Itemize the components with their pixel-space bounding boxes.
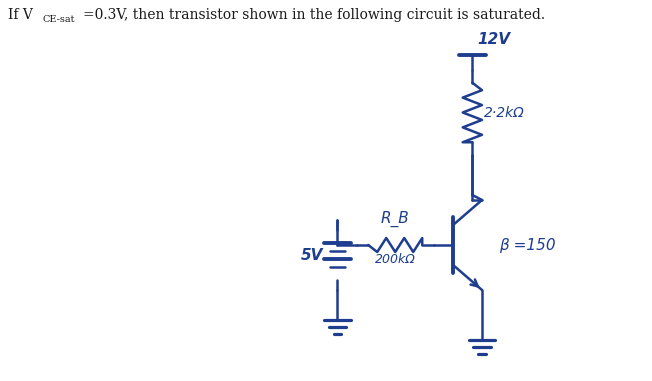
Text: 5V: 5V [301,248,323,263]
Text: 12V: 12V [477,32,510,47]
Text: 200kΩ: 200kΩ [375,253,415,266]
Text: =0.3V, then transistor shown in the following circuit is saturated.: =0.3V, then transistor shown in the foll… [83,8,545,22]
Text: R_B: R_B [381,211,409,227]
Text: β =150: β =150 [499,237,556,253]
Text: If V: If V [8,8,33,22]
Text: 2·2kΩ: 2·2kΩ [484,106,525,120]
Text: CE-sat: CE-sat [42,15,75,24]
